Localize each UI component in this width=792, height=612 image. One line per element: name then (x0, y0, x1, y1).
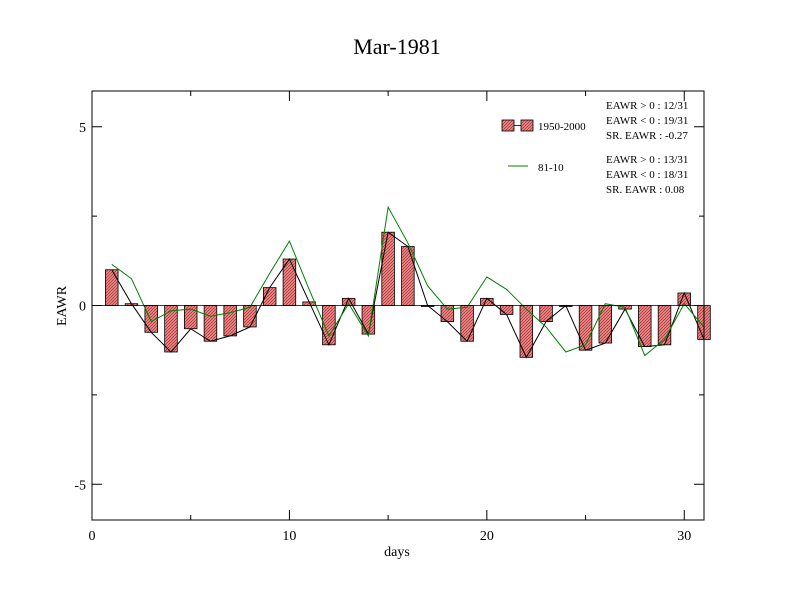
bar-day-1 (105, 269, 119, 306)
statistics-annotations: EAWR > 0 : 12/31 EAWR < 0 : 19/31 SR. EA… (606, 100, 688, 196)
line-series (111, 205, 705, 359)
legend-label-81-10: 81-10 (538, 162, 564, 174)
bar-series (105, 231, 711, 358)
stat-1950-2000-positive: EAWR > 0 : 12/31 (606, 100, 688, 112)
bar-day-7 (223, 305, 237, 337)
x-tick-label-10: 10 (282, 529, 296, 544)
stat-1950-2000-negative: EAWR < 0 : 19/31 (606, 115, 688, 127)
bar-day-15 (381, 231, 395, 306)
stat-81-10-negative: EAWR < 0 : 18/31 (606, 169, 688, 181)
y-tick-label-5: 5 (79, 121, 86, 136)
x-tick-label-0: 0 (89, 529, 96, 544)
bar-day-28 (638, 305, 652, 348)
line-81-10 (111, 205, 705, 357)
bar-day-23 (539, 305, 553, 322)
bar-day-16 (401, 246, 415, 306)
x-tick-label-30: 30 (677, 529, 691, 544)
y-tick-label-0: 0 (79, 300, 86, 315)
legend: 1950-2000 81-10 (501, 119, 586, 174)
legend-label-1950-2000: 1950-2000 (538, 121, 586, 133)
x-axis-label: days (384, 545, 410, 560)
tick-labels: 0 10 20 30 -5 0 5 (74, 121, 691, 544)
bar-day-25 (578, 305, 593, 351)
bar-day-18 (440, 305, 455, 322)
line-1950-2000 (111, 231, 705, 359)
stat-81-10-positive: EAWR > 0 : 13/31 (606, 154, 688, 166)
chart-title: Mar-1981 (353, 34, 441, 59)
legend-bar-swatch-left (501, 119, 515, 132)
y-axis-label: EAWR (55, 285, 70, 326)
bar-day-6 (203, 305, 218, 342)
axes (91, 90, 705, 521)
bar-day-19 (460, 305, 474, 342)
legend-bar-swatch-right (520, 119, 534, 132)
stat-1950-2000-sr: SR. EAWR : -0.27 (606, 130, 688, 142)
bar-day-26 (598, 305, 612, 344)
y-tick-label--5: -5 (74, 478, 86, 493)
stat-81-10-sr: SR. EAWR : 0.08 (606, 184, 685, 196)
x-tick-label-20: 20 (480, 529, 494, 544)
bar-day-21 (499, 305, 514, 315)
bar-day-4 (164, 305, 178, 353)
